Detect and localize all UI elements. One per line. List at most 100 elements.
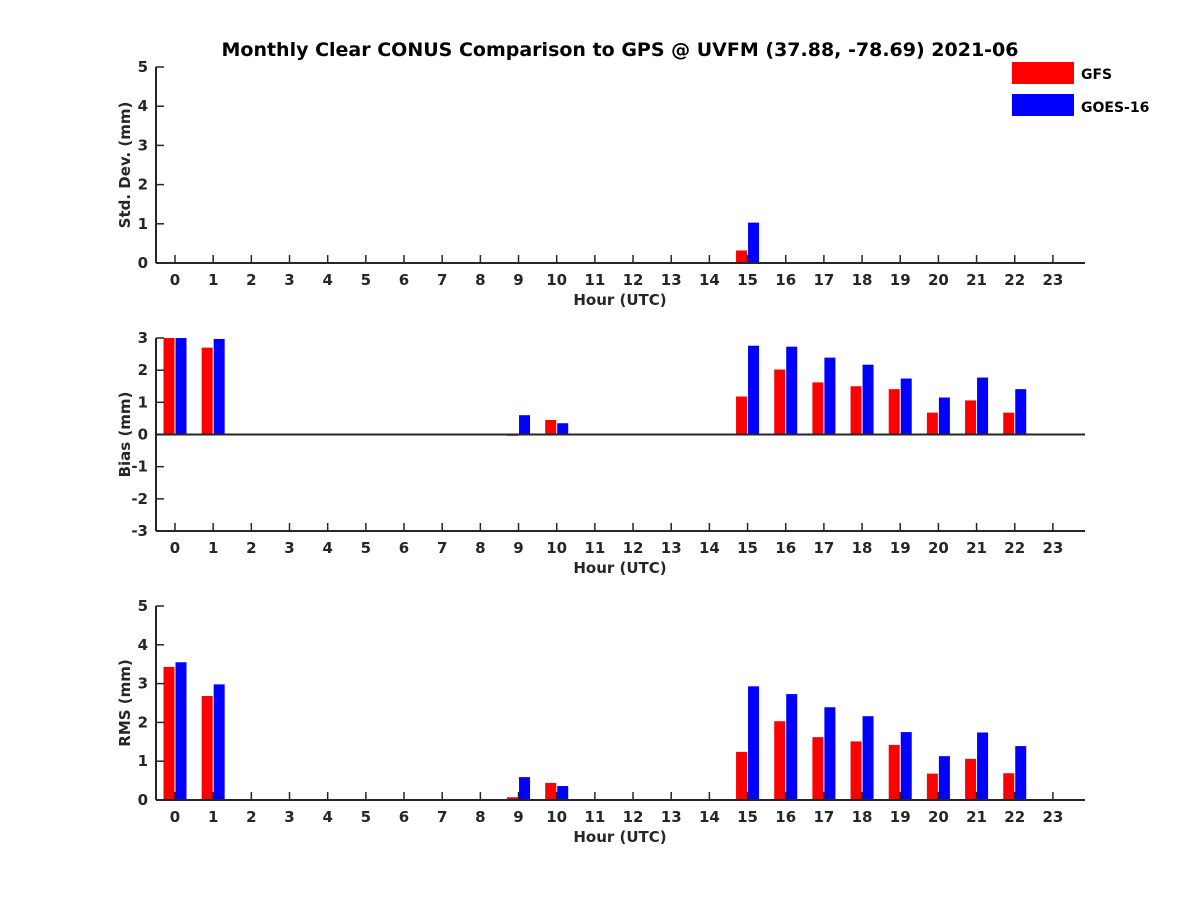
x-tick-label-rms: 15	[737, 808, 758, 826]
bar-rms-goes16-hour-15	[748, 686, 760, 800]
bar-rms-gfs-hour-18	[850, 741, 862, 800]
y-tick-label-std-dev: 2	[138, 176, 148, 194]
bar-bias-gfs-hour-10	[545, 420, 557, 435]
bar-bias-gfs-hour-16	[774, 369, 786, 435]
bar-rms-gfs-hour-15	[736, 751, 748, 800]
x-tick-label-bias: 9	[513, 539, 523, 557]
x-tick-label-std-dev: 0	[170, 271, 180, 289]
y-tick-label-std-dev: 5	[138, 58, 148, 76]
x-tick-label-bias: 6	[399, 539, 409, 557]
bar-bias-gfs-hour-1	[201, 347, 213, 435]
x-tick-label-rms: 21	[966, 808, 987, 826]
x-tick-label-bias: 5	[361, 539, 371, 557]
x-tick-label-std-dev: 6	[399, 271, 409, 289]
bar-bias-gfs-hour-0	[163, 338, 175, 435]
x-tick-label-rms: 7	[437, 808, 447, 826]
bar-bias-gfs-hour-17	[812, 382, 824, 435]
bar-rms-goes16-hour-19	[900, 732, 912, 800]
y-tick-label-rms: 1	[138, 752, 148, 770]
bar-bias-goes16-hour-21	[977, 377, 989, 435]
y-tick-label-std-dev: 4	[138, 97, 148, 115]
x-tick-label-rms: 3	[284, 808, 294, 826]
x-tick-label-std-dev: 7	[437, 271, 447, 289]
y-tick-label-rms: 2	[138, 713, 148, 731]
x-tick-label-bias: 18	[852, 539, 873, 557]
bar-rms-goes16-hour-17	[824, 707, 836, 800]
bar-bias-goes16-hour-20	[938, 397, 950, 435]
x-tick-label-rms: 8	[475, 808, 485, 826]
x-tick-label-rms: 5	[361, 808, 371, 826]
x-tick-label-bias: 8	[475, 539, 485, 557]
bar-bias-gfs-hour-22	[1003, 412, 1015, 435]
y-tick-label-bias: 1	[138, 393, 148, 411]
x-axis-title-rms: Hour (UTC)	[573, 828, 666, 846]
x-tick-label-bias: 23	[1042, 539, 1063, 557]
y-axis-title-std-dev: Std. Dev. (mm)	[116, 102, 134, 229]
x-tick-label-bias: 22	[1004, 539, 1025, 557]
x-tick-label-rms: 16	[775, 808, 796, 826]
y-tick-label-bias: 0	[138, 426, 148, 444]
x-tick-label-std-dev: 23	[1042, 271, 1063, 289]
bar-rms-goes16-hour-10	[557, 786, 569, 800]
x-tick-label-bias: 17	[813, 539, 834, 557]
x-tick-label-std-dev: 17	[813, 271, 834, 289]
bar-bias-gfs-hour-18	[850, 386, 862, 435]
bar-bias-goes16-hour-10	[557, 423, 569, 435]
x-tick-label-rms: 0	[170, 808, 180, 826]
x-tick-label-rms: 10	[546, 808, 567, 826]
bar-bias-goes16-hour-19	[900, 378, 912, 435]
bar-rms-gfs-hour-19	[888, 744, 900, 800]
x-tick-label-std-dev: 1	[208, 271, 218, 289]
y-tick-label-rms: 3	[138, 675, 148, 693]
x-tick-label-std-dev: 12	[623, 271, 644, 289]
bar-rms-gfs-hour-0	[163, 666, 175, 800]
bar-bias-goes16-hour-18	[862, 364, 874, 435]
x-tick-label-rms: 2	[246, 808, 256, 826]
x-tick-label-bias: 16	[775, 539, 796, 557]
x-tick-label-std-dev: 5	[361, 271, 371, 289]
x-tick-label-std-dev: 13	[661, 271, 682, 289]
y-tick-label-bias: 3	[138, 329, 148, 347]
y-tick-label-bias: -3	[131, 522, 148, 540]
bar-bias-goes16-hour-15	[748, 345, 760, 435]
x-tick-label-rms: 23	[1042, 808, 1063, 826]
bar-rms-goes16-hour-20	[938, 756, 950, 800]
bar-rms-goes16-hour-9	[519, 777, 531, 800]
bar-bias-gfs-hour-20	[926, 412, 938, 435]
x-tick-label-rms: 17	[813, 808, 834, 826]
x-tick-label-rms: 12	[623, 808, 644, 826]
figure-title: Monthly Clear CONUS Comparison to GPS @ …	[221, 39, 1018, 61]
x-tick-label-rms: 19	[890, 808, 911, 826]
bar-std-dev-gfs-hour-15	[736, 250, 748, 263]
x-tick-label-std-dev: 3	[284, 271, 294, 289]
bar-rms-goes16-hour-18	[862, 716, 874, 800]
bar-rms-gfs-hour-9	[507, 797, 519, 800]
bar-bias-gfs-hour-19	[888, 389, 900, 435]
legend-swatch-goes16	[1012, 94, 1074, 116]
bar-bias-goes16-hour-0	[175, 338, 187, 435]
y-tick-label-rms: 4	[138, 636, 148, 654]
x-axis-title-bias: Hour (UTC)	[573, 559, 666, 577]
bar-bias-goes16-hour-17	[824, 357, 836, 435]
x-tick-label-bias: 12	[623, 539, 644, 557]
bar-bias-gfs-hour-15	[736, 396, 748, 435]
x-tick-label-bias: 15	[737, 539, 758, 557]
bar-std-dev-goes16-hour-15	[748, 222, 760, 263]
y-tick-label-std-dev: 1	[138, 215, 148, 233]
x-tick-label-std-dev: 14	[699, 271, 720, 289]
x-tick-label-std-dev: 18	[852, 271, 873, 289]
x-tick-label-std-dev: 20	[928, 271, 949, 289]
x-tick-label-bias: 7	[437, 539, 447, 557]
x-tick-label-std-dev: 9	[513, 271, 523, 289]
bar-rms-goes16-hour-1	[213, 684, 225, 800]
y-tick-label-bias: -1	[131, 458, 148, 476]
x-tick-label-std-dev: 16	[775, 271, 796, 289]
x-tick-label-bias: 11	[584, 539, 605, 557]
y-tick-label-std-dev: 0	[138, 254, 148, 272]
x-tick-label-rms: 14	[699, 808, 720, 826]
x-tick-label-std-dev: 11	[584, 271, 605, 289]
bar-rms-goes16-hour-0	[175, 662, 187, 800]
